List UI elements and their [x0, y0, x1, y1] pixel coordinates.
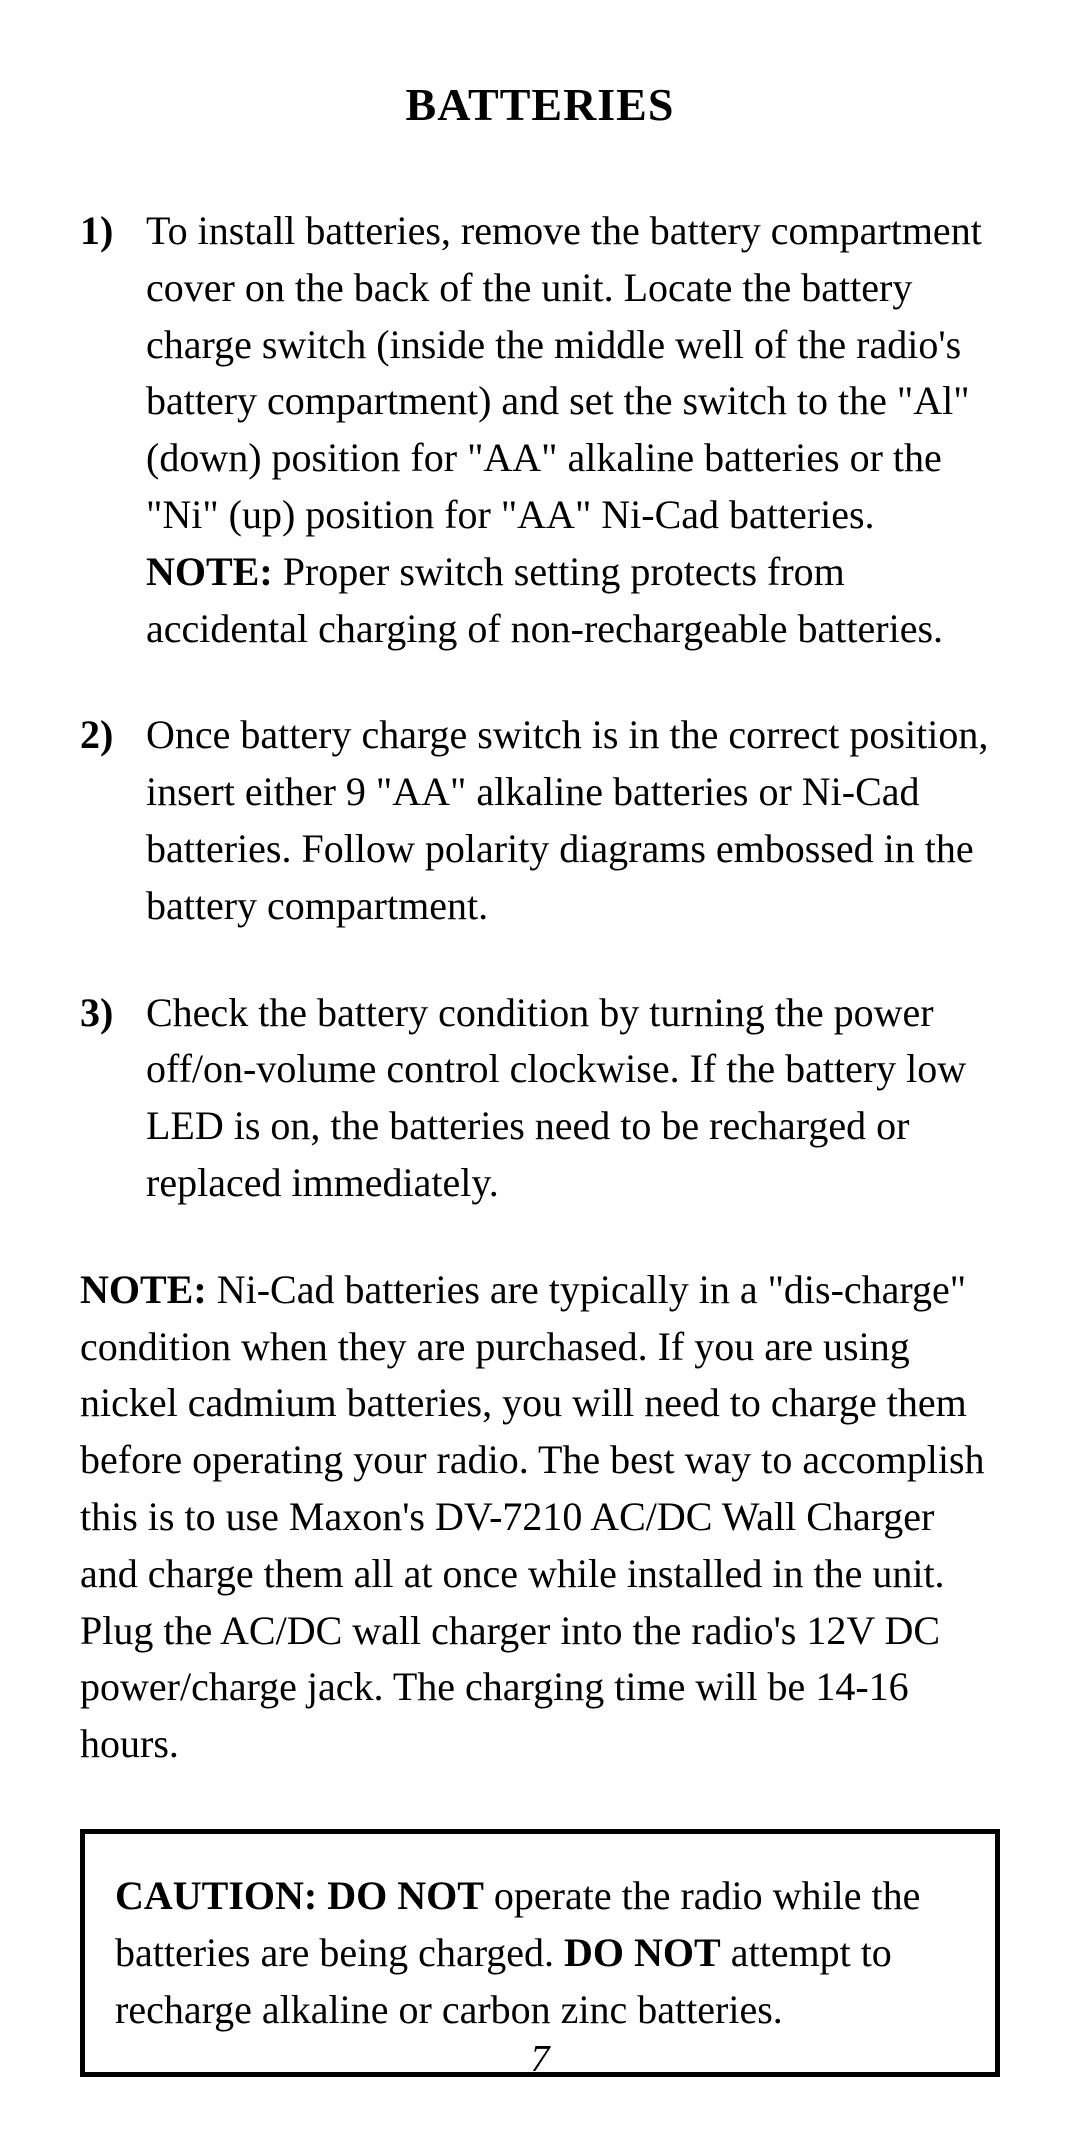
note-paragraph: NOTE: Ni-Cad batteries are typically in … [80, 1262, 1000, 1773]
item-number: 2) [80, 707, 146, 934]
item-body: Check the battery condition by turning t… [146, 985, 1000, 1212]
note-label: NOTE: [80, 1267, 207, 1312]
caution-bold: CAUTION: DO NOT [115, 1873, 484, 1918]
item-text: Once battery charge switch is in the cor… [146, 712, 988, 927]
item-body: To install batteries, remove the battery… [146, 203, 1000, 657]
note-label: NOTE: [146, 549, 273, 594]
item-number: 1) [80, 203, 146, 657]
list-item: 2) Once battery charge switch is in the … [80, 707, 1000, 934]
item-text: To install batteries, remove the battery… [146, 208, 982, 537]
instruction-list: 1) To install batteries, remove the batt… [80, 203, 1000, 1212]
item-body: Once battery charge switch is in the cor… [146, 707, 1000, 934]
list-item: 1) To install batteries, remove the batt… [80, 203, 1000, 657]
item-text: Check the battery condition by turning t… [146, 990, 966, 1205]
note-text: Ni-Cad batteries are typically in a "dis… [80, 1267, 985, 1766]
list-item: 3) Check the battery condition by turnin… [80, 985, 1000, 1212]
caution-bold: DO NOT [564, 1930, 721, 1975]
section-title: BATTERIES [80, 78, 1000, 131]
item-number: 3) [80, 985, 146, 1212]
page-number: 7 [0, 2037, 1080, 2081]
manual-page: BATTERIES 1) To install batteries, remov… [0, 0, 1080, 2077]
